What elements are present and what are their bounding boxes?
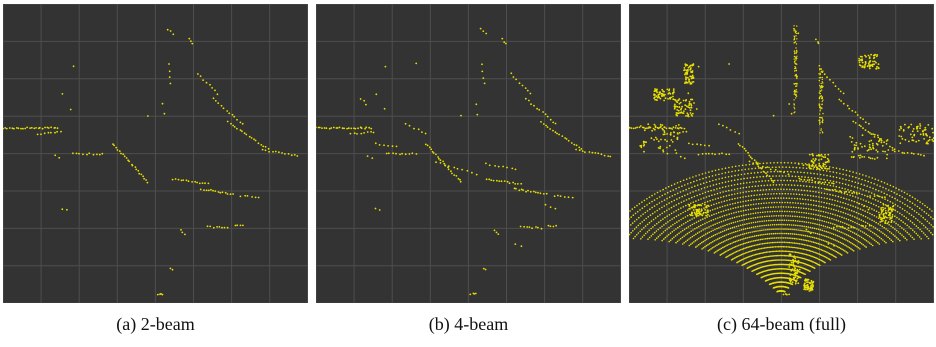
caption-2-beam: (a) 2-beam: [116, 314, 195, 334]
points-64-beam-base: [629, 27, 925, 296]
lidar-panel-4-beam: [316, 4, 621, 303]
points-dense: [629, 25, 934, 293]
grid: [3, 4, 308, 303]
lidar-panel-2-beam: [3, 4, 308, 303]
point-cloud-4-beam: [316, 4, 621, 303]
point-cloud-64-beam: [629, 4, 934, 303]
lidar-panel-64-beam: [629, 4, 934, 303]
points-2-beam: [3, 28, 299, 296]
grid: [316, 4, 621, 303]
point-cloud-2-beam: [3, 4, 308, 303]
caption-64-beam: (c) 64-beam (full): [717, 314, 846, 334]
caption-4-beam: (b) 4-beam: [428, 314, 509, 334]
points-4-beam: [316, 27, 612, 296]
grid: [629, 4, 934, 303]
